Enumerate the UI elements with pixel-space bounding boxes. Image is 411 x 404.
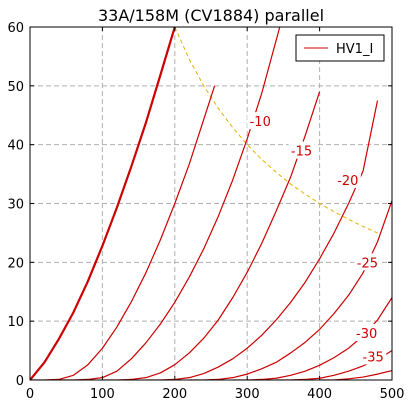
curve-label-bg [247,112,274,130]
curve-label: -20 [337,174,358,189]
y-tick-label: 20 [7,256,24,271]
curve-label-bg [288,141,315,159]
curve-labels-group: -10 -15 -20 -25 -30 -35 [247,112,387,365]
x-tick-label: 500 [380,387,405,402]
y-tick-label: 60 [7,21,24,36]
dissipation-curve-group [174,27,378,234]
x-tick-label: 0 [26,387,34,402]
curve-label: -35 [363,350,384,365]
x-tick-label: 100 [90,387,115,402]
x-tick-label: 400 [307,387,332,402]
series-line-grid-minus15 [102,91,321,380]
y-tick-label: 40 [7,139,24,154]
x-tick-label: 300 [235,387,260,402]
axis-ticks: 0 100 200 300 400 500 0 10 20 30 40 50 60 [7,21,404,402]
legend: HV1_I [295,34,385,62]
series-line-grid-minus10 [58,27,281,380]
y-tick-label: 0 [16,374,24,389]
series-line-grid-minus5 [30,85,216,380]
curve-label: -25 [357,256,378,271]
curve-label: -15 [291,145,312,160]
curve-label: -30 [356,327,377,342]
chart-title: 33A/158M (CV1884) parallel [98,6,324,25]
series-line-grid-0 [30,27,176,380]
x-tick-label: 200 [162,387,187,402]
y-tick-label: 50 [7,80,24,95]
curve-label-bg [354,253,381,271]
grid [30,27,392,380]
curve-label: -10 [250,115,271,130]
curve-label-bg [353,323,380,341]
curve-label-bg [334,170,361,188]
series-line-grid-minus25 [189,200,392,380]
y-tick-label: 10 [7,315,24,330]
legend-label: HV1_I [336,42,373,57]
series-line-grid-minus40 [319,370,392,380]
series-line-grid-minus20 [145,100,379,380]
dissipation-curve [174,27,378,234]
curve-label-bg [360,347,387,365]
y-tick-label: 30 [7,198,24,213]
